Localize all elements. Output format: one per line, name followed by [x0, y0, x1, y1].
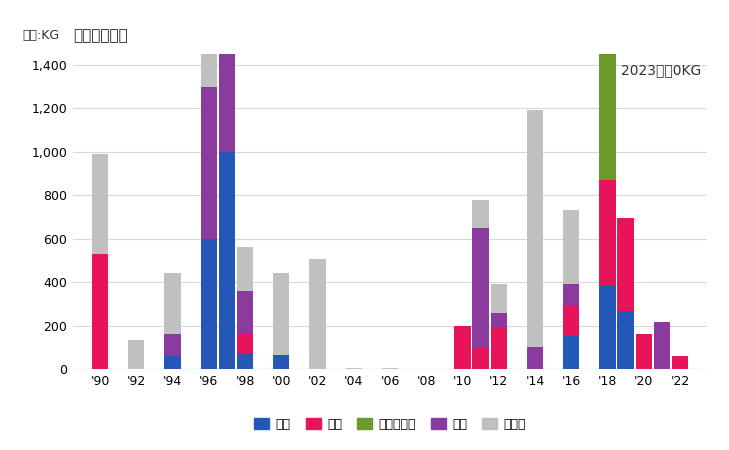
Bar	[237, 354, 253, 369]
Bar	[219, 152, 235, 369]
Bar	[527, 111, 543, 347]
Bar	[237, 291, 253, 334]
Bar	[617, 311, 634, 369]
Bar	[200, 35, 217, 86]
Bar	[346, 368, 362, 369]
Bar	[200, 238, 217, 369]
Bar	[599, 180, 615, 287]
Bar	[128, 340, 144, 369]
Bar	[165, 334, 181, 356]
Text: 単位:KG: 単位:KG	[22, 29, 59, 42]
Bar	[472, 199, 488, 228]
Bar	[200, 86, 217, 239]
Bar	[654, 322, 670, 369]
Bar	[599, 287, 615, 369]
Bar	[491, 312, 507, 327]
Bar	[237, 334, 253, 354]
Bar	[454, 325, 471, 369]
Bar	[92, 254, 108, 369]
Bar	[636, 334, 652, 369]
Bar	[491, 327, 507, 369]
Bar	[382, 368, 398, 369]
Legend: 米国, 中国, カンボジア, 台湾, その他: 米国, 中国, カンボジア, 台湾, その他	[249, 413, 531, 436]
Bar	[563, 337, 580, 369]
Bar	[273, 274, 289, 355]
Bar	[491, 284, 507, 312]
Bar	[563, 284, 580, 306]
Bar	[527, 347, 543, 369]
Bar	[92, 154, 108, 254]
Bar	[563, 211, 580, 284]
Bar	[309, 259, 326, 369]
Bar	[165, 356, 181, 369]
Text: 2023年：0KG: 2023年：0KG	[620, 63, 701, 77]
Bar	[617, 218, 634, 311]
Bar	[165, 274, 181, 334]
Bar	[219, 0, 235, 152]
Bar	[237, 248, 253, 291]
Bar	[273, 355, 289, 369]
Bar	[472, 228, 488, 348]
Bar	[563, 306, 580, 337]
Bar	[672, 356, 688, 369]
Bar	[472, 348, 488, 369]
Text: 輸出量の推移: 輸出量の推移	[73, 28, 128, 43]
Bar	[599, 15, 615, 180]
